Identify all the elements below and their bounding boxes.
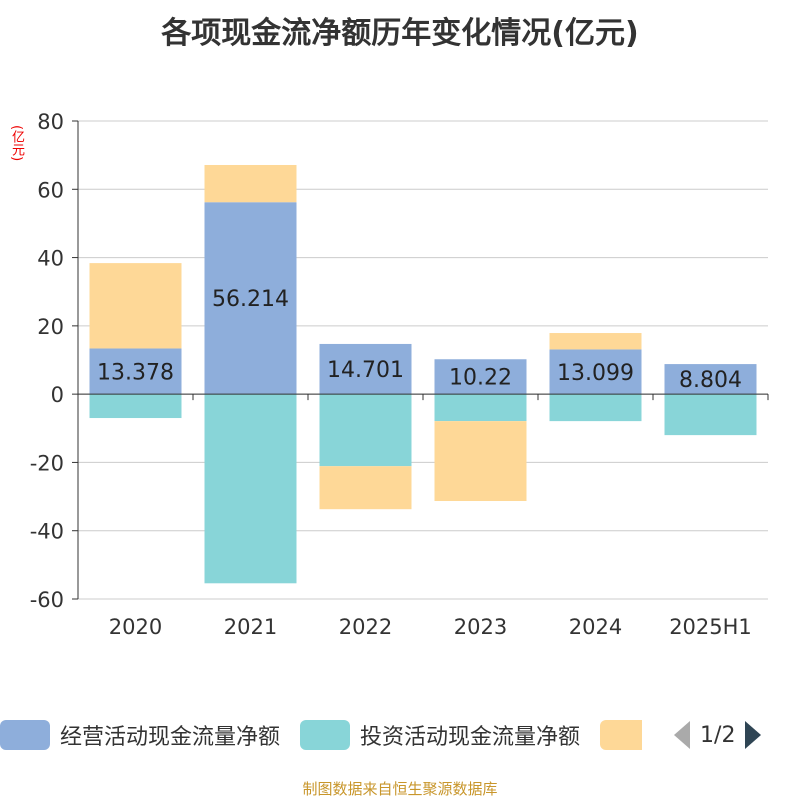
x-tick-label: 2024 — [569, 615, 622, 639]
legend-label-investing[interactable]: 投资活动现金流量净额 — [360, 725, 581, 750]
bar-2 — [89, 263, 182, 349]
y-tick-label: 20 — [37, 315, 64, 339]
y-tick-label: 60 — [37, 178, 64, 202]
legend-swatch-investing[interactable] — [300, 720, 351, 750]
legend-swatch-financing[interactable] — [600, 720, 643, 750]
y-tick-label: -20 — [30, 451, 64, 475]
bar-2 — [434, 421, 527, 502]
legend-prev-icon[interactable] — [674, 721, 691, 749]
x-tick-label: 2022 — [339, 615, 392, 639]
bar-1 — [549, 394, 642, 422]
data-label: 8.804 — [679, 368, 742, 393]
bar-1 — [664, 394, 757, 436]
bar-1 — [204, 394, 297, 584]
bar-0 — [549, 349, 642, 395]
bar-1 — [319, 394, 412, 467]
bar-2 — [204, 164, 297, 203]
legend-next-icon[interactable] — [745, 721, 762, 749]
bar-1 — [89, 394, 182, 419]
legend: 经营活动现金流量净额 投资活动现金流量净额 1/2 — [0, 718, 762, 752]
bar-0 — [204, 202, 297, 395]
chart-title: 各项现金流净额历年变化情况(亿元) — [161, 16, 639, 51]
y-tick-label: -60 — [30, 588, 64, 612]
bar-0 — [319, 343, 412, 395]
x-tick-label: 2025H1 — [669, 615, 752, 639]
y-tick-label: 0 — [51, 383, 64, 407]
data-label: 13.378 — [97, 360, 174, 385]
x-tick-label: 2023 — [454, 615, 507, 639]
legend-page-indicator: 1/2 — [700, 722, 736, 748]
x-tick-label: 2021 — [224, 615, 277, 639]
bar-0 — [89, 348, 182, 395]
bar-2 — [319, 466, 412, 510]
y-tick-label: -40 — [30, 520, 64, 544]
x-tick-label: 2020 — [109, 615, 162, 639]
legend-label-operating[interactable]: 经营活动现金流量净额 — [60, 725, 281, 750]
chart-plot: 80 60 40 20 0 -20 -40 -60 13.378 2020 56.214 2021 14… — [30, 110, 769, 639]
bar-0 — [434, 359, 527, 395]
bar-0 — [664, 364, 757, 395]
bar-2 — [549, 333, 642, 350]
legend-swatch-operating[interactable] — [0, 720, 50, 750]
bar-1 — [434, 394, 527, 422]
y-axis-unit: (亿元) — [9, 125, 24, 162]
y-tick-label: 80 — [37, 110, 64, 134]
data-label: 56.214 — [212, 287, 289, 312]
y-tick-label: 40 — [37, 247, 64, 271]
data-label: 14.701 — [327, 358, 404, 383]
data-source: 制图数据来自恒生聚源数据库 — [302, 780, 498, 798]
data-label: 10.22 — [449, 366, 512, 391]
data-label: 13.099 — [557, 361, 634, 386]
